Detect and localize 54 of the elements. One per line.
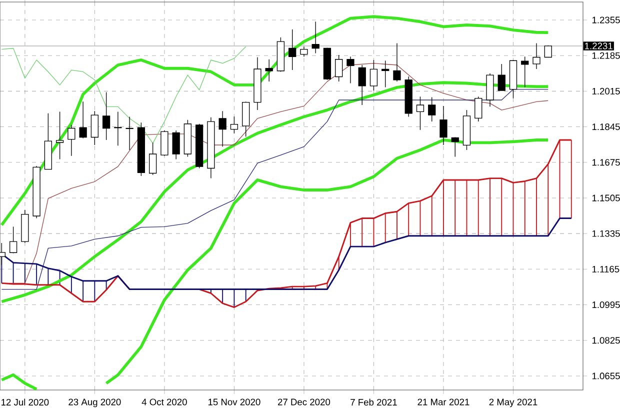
candlestick (312, 21, 320, 54)
candlestick (300, 46, 308, 57)
candlestick (56, 111, 64, 160)
y-tick-label: 1.1165 (592, 266, 620, 272)
candlestick (148, 142, 157, 176)
y-tick-label: 1.2015 (592, 88, 620, 94)
y-tick-label: 1.0825 (592, 337, 620, 344)
candlestick (68, 124, 76, 156)
candlestick (393, 42, 401, 82)
y-tick-label: 1.1505 (592, 194, 620, 202)
x-tick-label: 4 Oct 2020 (142, 398, 187, 406)
y-tick-label: 1.0655 (592, 372, 620, 380)
x-tick-label: 7 Feb 2021 (350, 398, 397, 406)
candlestick (102, 92, 110, 140)
candlestick (79, 101, 87, 139)
x-tick-label: 27 Dec 2020 (278, 398, 330, 406)
y-tick-label: 1.0995 (592, 301, 620, 308)
candlestick (428, 96, 436, 122)
candlestick (335, 54, 343, 82)
candlestick (370, 60, 378, 91)
ref-line-label: 1.2231 (585, 42, 612, 50)
y-tick-label: 1.2185 (592, 52, 620, 59)
x-tick-label: 23 Aug 2020 (68, 398, 121, 408)
candlestick (474, 96, 482, 122)
candlestick (288, 29, 296, 70)
y-tick-label: 1.1335 (592, 230, 620, 237)
x-tick-label: 21 Mar 2021 (418, 398, 470, 406)
candlestick (346, 56, 354, 84)
candlestick (90, 110, 99, 146)
candlestick (114, 111, 122, 146)
candlestick (532, 42, 540, 70)
candlestick (358, 64, 366, 106)
candlestick (172, 130, 180, 160)
x-tick-label: 12 Jul 2020 (2, 398, 49, 406)
candlestick (416, 96, 424, 130)
candlestick (440, 106, 448, 146)
candlestick (521, 56, 529, 88)
candlestick (242, 101, 250, 137)
line-series (0, 15, 550, 226)
x-tick-label: 2 May 2021 (489, 398, 538, 408)
candlestick (451, 136, 459, 158)
line-series (1, 46, 246, 144)
y-tick-label: 1.1675 (592, 159, 620, 166)
candlestick (265, 59, 273, 82)
y-tick-label: 1.1845 (592, 123, 620, 130)
candlestick (218, 110, 226, 148)
y-tick-label: 1.2355 (592, 16, 620, 24)
candlestick (9, 226, 18, 254)
candlestick (160, 130, 168, 156)
candlestick (498, 64, 506, 91)
candlestick (230, 116, 238, 134)
candlestick (382, 60, 390, 88)
candlestick (126, 116, 134, 150)
x-tick-label: 15 Nov 2020 (208, 398, 260, 406)
